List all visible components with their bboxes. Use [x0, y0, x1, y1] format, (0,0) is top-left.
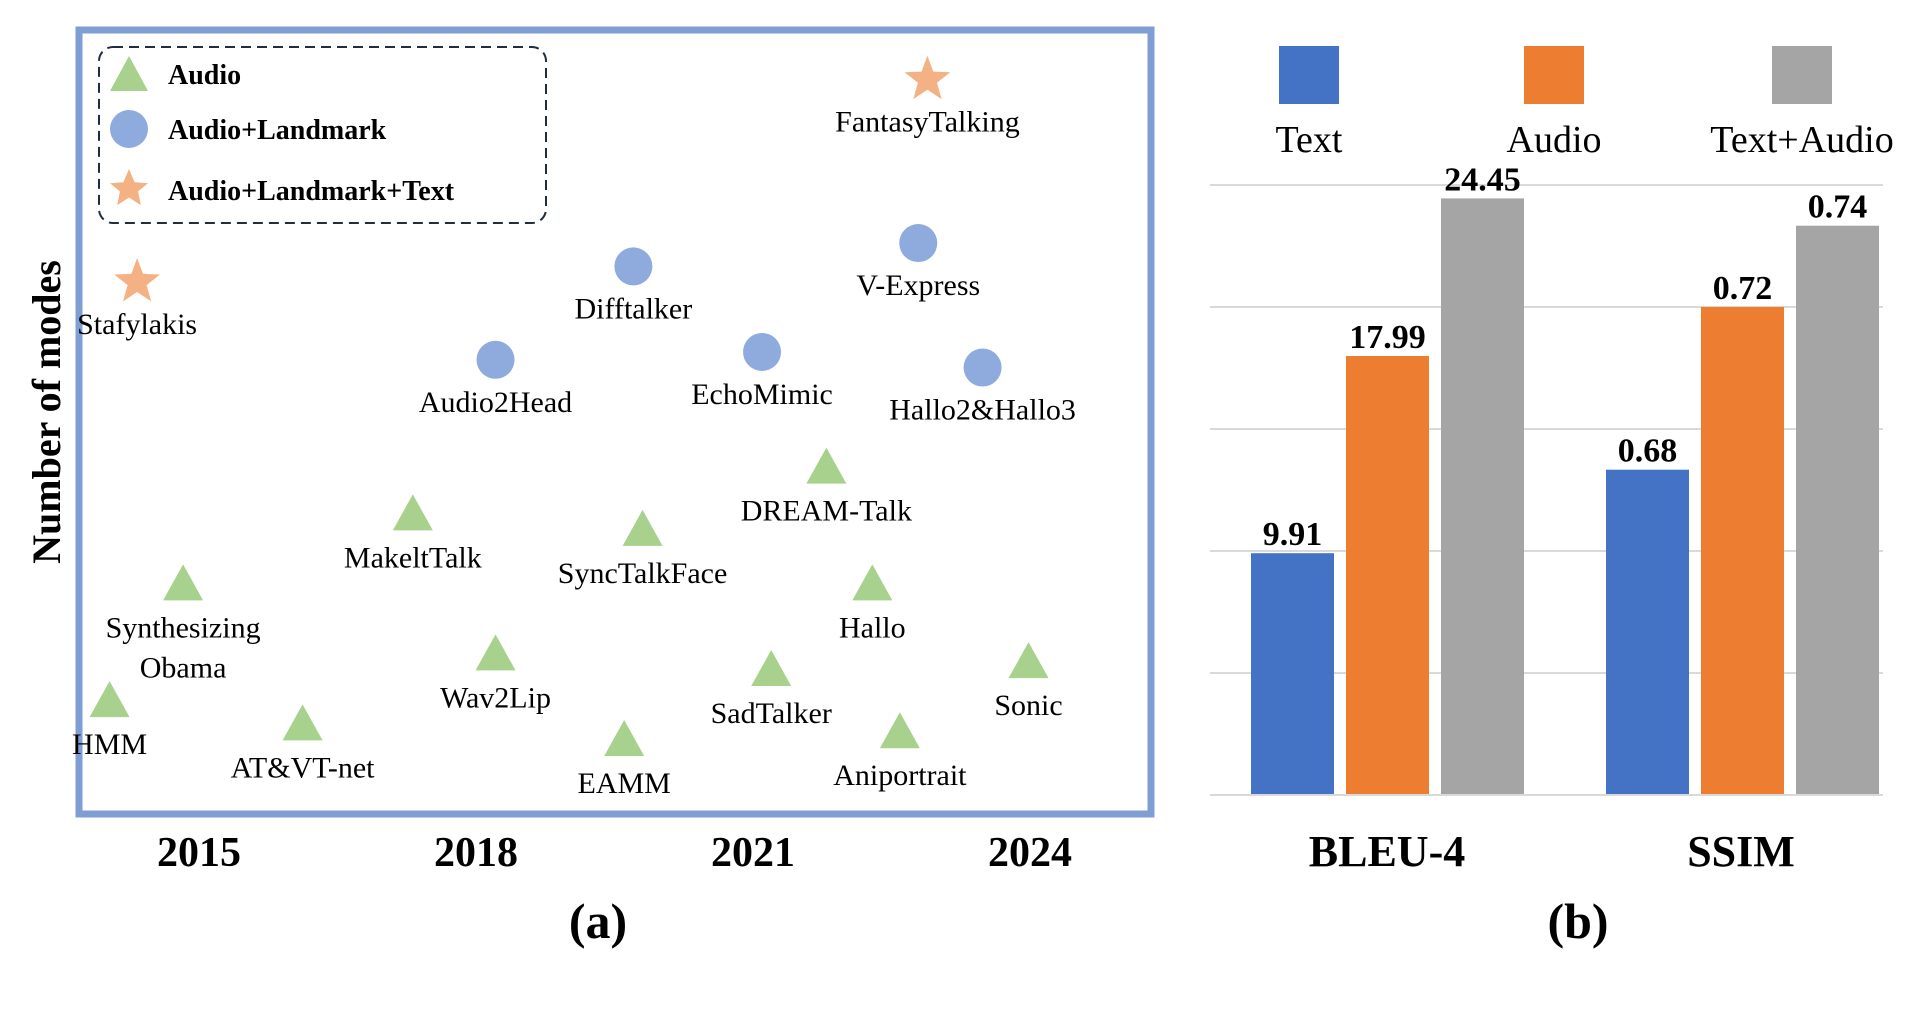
x-tick-2015: 2015: [157, 830, 241, 876]
point-hmm: [89, 681, 130, 718]
category-label-ssim: SSIM: [1687, 827, 1795, 876]
point-label-difftalker: Difftalker: [575, 292, 693, 325]
legend-b-text-audio-swatch: [1772, 46, 1832, 104]
point-audio2head: [476, 340, 515, 379]
point-synctalkface: [622, 509, 663, 546]
point-label-makelttalk: MakeltTalk: [344, 541, 482, 574]
legend-b-text-swatch: [1279, 46, 1339, 104]
point-makelttalk: [392, 494, 433, 531]
point-hallo: [852, 564, 893, 601]
point-label-stafylakis: Stafylakis: [77, 308, 197, 341]
legend-a-audio-label: Audio: [168, 60, 241, 91]
legend-star-icon: [110, 169, 148, 206]
bar-label-bleu-4-audio: 17.99: [1349, 319, 1426, 356]
bar-label-ssim-text-audio: 0.74: [1808, 189, 1868, 226]
point-label-hmm: HMM: [72, 728, 147, 761]
point-echomimic: [743, 332, 782, 371]
panel-b-caption: (b): [1547, 893, 1608, 949]
point-label-sonic: Sonic: [994, 689, 1062, 722]
point-wav2lip: [475, 634, 516, 671]
bar-bleu-4-audio: [1346, 356, 1429, 795]
point-label-synthesizing-obama: Synthesizing Obama: [106, 611, 261, 684]
legend-triangle-icon: [110, 56, 148, 91]
bars: 9.91 17.99 24.45 0.68 0.72 0.74: [1251, 161, 1879, 795]
point-v-express: [899, 224, 938, 263]
category-label-bleu4: BLEU-4: [1309, 827, 1465, 876]
bar-ssim-audio: [1701, 307, 1784, 795]
bar-bleu-4-text: [1251, 553, 1334, 795]
legend-a-box: [98, 46, 547, 224]
point-sonic: [1008, 642, 1049, 679]
point-eamm: [604, 719, 645, 756]
point-synthesizing-obama: [163, 564, 204, 601]
point-at-vt-net: [282, 704, 323, 741]
scatter-points: HMM Synthesizing Obama AT&VT-net MakeltTalk W…: [72, 55, 1076, 800]
legend-b-audio-swatch: [1524, 46, 1584, 104]
legend-a-audio-landmark-label: Audio+Landmark: [168, 115, 387, 146]
point-label-wav2lip: Wav2Lip: [440, 681, 551, 714]
legend-b-audio-label: Audio: [1507, 119, 1602, 161]
point-label-echomimic: EchoMimic: [691, 378, 833, 411]
point-label-dream-talk: DREAM-Talk: [741, 495, 912, 528]
point-hallo2-hallo3: [963, 348, 1002, 387]
legend-b: Text Audio Text+Audio: [1276, 46, 1894, 161]
bar-label-ssim-audio: 0.72: [1713, 270, 1773, 307]
panel-a-frame: [75, 26, 1155, 818]
bar-label-bleu-4-text: 9.91: [1263, 516, 1323, 553]
x-tick-2024: 2024: [988, 830, 1072, 876]
x-tick-2021: 2021: [711, 830, 795, 876]
point-stafylakis: [114, 258, 160, 302]
legend-b-text-audio-label: Text+Audio: [1710, 119, 1893, 161]
bar-label-ssim-text: 0.68: [1618, 433, 1678, 470]
bar-label-bleu-4-text-audio: 24.45: [1444, 161, 1521, 198]
point-label-fantasytalking: FantasyTalking: [835, 106, 1020, 139]
bar-ssim-text: [1606, 469, 1689, 795]
x-tick-2018: 2018: [434, 830, 518, 876]
point-difftalker: [614, 247, 653, 286]
legend-a-audio-landmark-text-label: Audio+Landmark+Text: [168, 176, 455, 207]
point-label-eamm: EAMM: [578, 767, 671, 800]
y-axis-label: Number of modes: [24, 260, 69, 564]
legend-circle-icon: [110, 110, 148, 148]
point-fantasytalking: [904, 55, 951, 100]
point-label-at-vt-net: AT&VT-net: [231, 751, 376, 784]
legend-b-text-label: Text: [1276, 119, 1343, 161]
point-label-hallo2-hallo3: Hallo2&Hallo3: [889, 394, 1076, 427]
panel-a-caption: (a): [569, 893, 627, 949]
point-aniportrait: [879, 712, 920, 749]
bar-bleu-4-text-audio: [1441, 198, 1524, 795]
point-label-hallo: Hallo: [839, 611, 906, 644]
point-label-aniportrait: Aniportrait: [833, 759, 967, 792]
point-dream-talk: [806, 447, 847, 484]
panel-b: Text Audio Text+Audio 9.91 17.99 24.45 0.68…: [1210, 46, 1894, 949]
point-label-synctalkface: SyncTalkFace: [558, 557, 728, 590]
bar-ssim-text-audio: [1796, 225, 1879, 795]
point-label-audio2head: Audio2Head: [419, 386, 572, 419]
point-label-v-express: V-Express: [856, 269, 980, 302]
panel-a: Audio Audio+Landmark Audio+Landmark+Text…: [24, 26, 1155, 949]
legend-a: Audio Audio+Landmark Audio+Landmark+Text: [98, 46, 547, 224]
point-sadtalker: [751, 649, 792, 686]
point-label-sadtalker: SadTalker: [711, 697, 832, 730]
